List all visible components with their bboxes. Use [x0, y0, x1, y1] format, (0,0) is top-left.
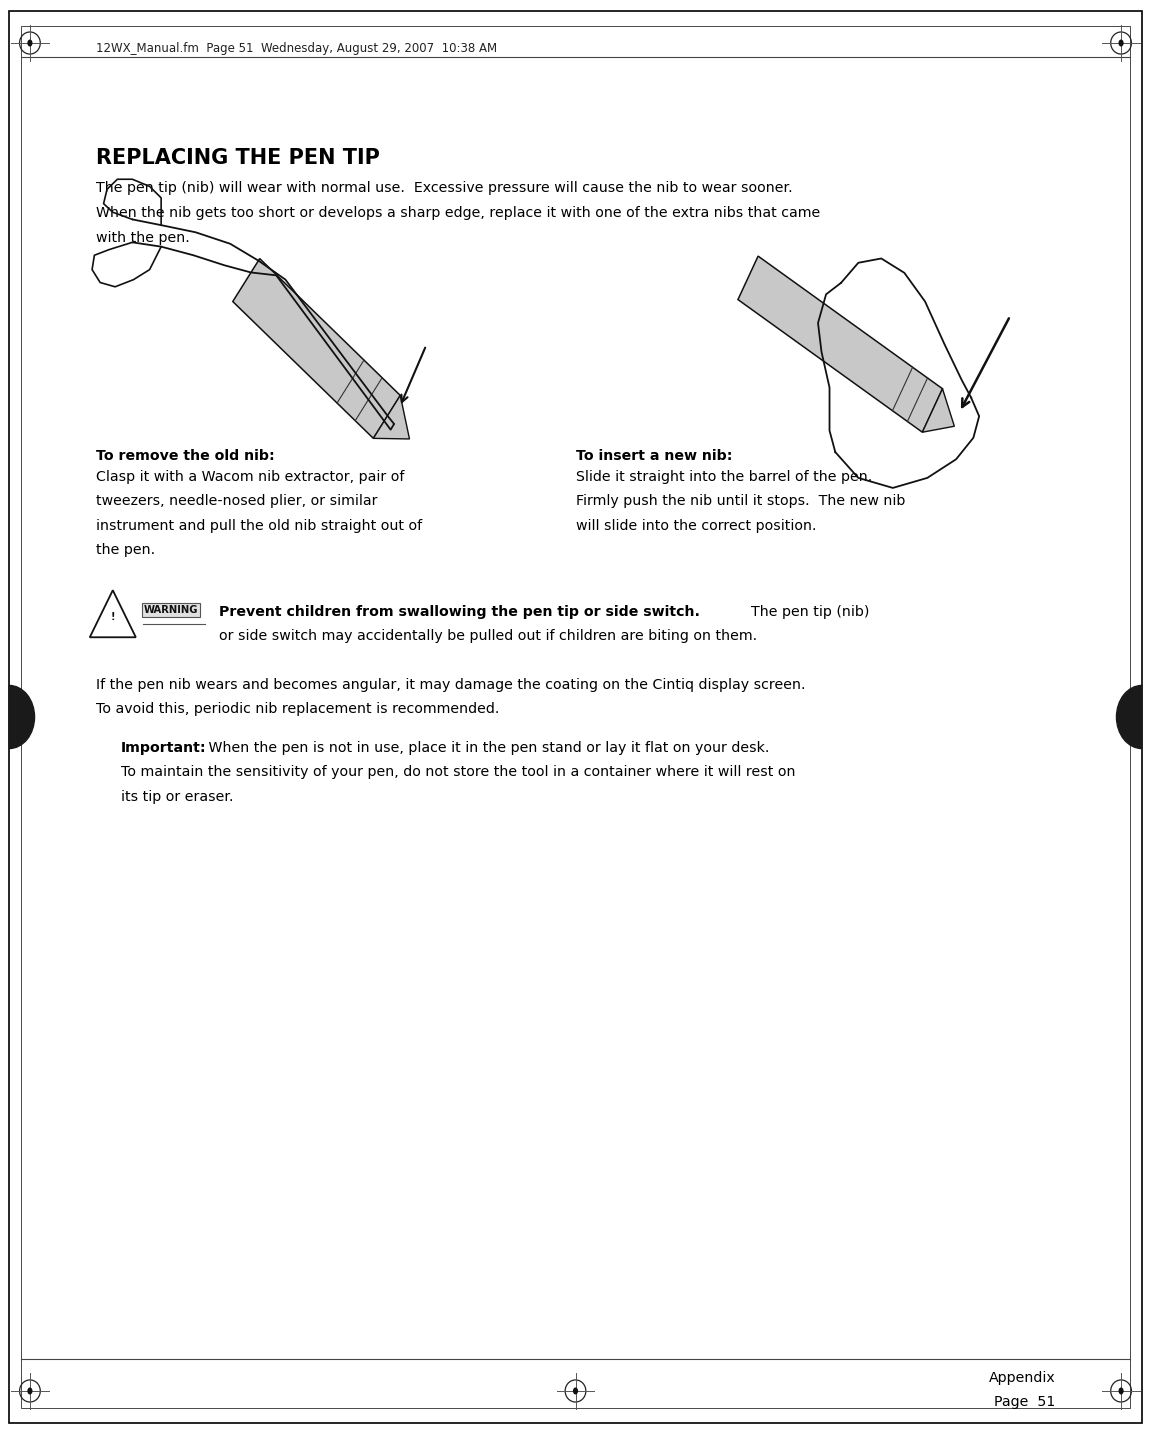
Text: !: ! — [110, 612, 115, 621]
Text: Firmly push the nib until it stops.  The new nib: Firmly push the nib until it stops. The … — [576, 495, 905, 509]
Text: with the pen.: with the pen. — [96, 231, 189, 245]
Ellipse shape — [1119, 1388, 1123, 1394]
Text: Important:: Important: — [121, 741, 206, 756]
Wedge shape — [1116, 685, 1142, 749]
Polygon shape — [90, 591, 136, 637]
Wedge shape — [9, 685, 35, 749]
Text: The pen tip (nib) will wear with normal use.  Excessive pressure will cause the : The pen tip (nib) will wear with normal … — [96, 181, 792, 195]
Ellipse shape — [28, 1388, 32, 1394]
Text: or side switch may accidentally be pulled out if children are biting on them.: or side switch may accidentally be pulle… — [219, 630, 757, 644]
Text: 12WX_Manual.fm  Page 51  Wednesday, August 29, 2007  10:38 AM: 12WX_Manual.fm Page 51 Wednesday, August… — [96, 42, 497, 54]
Text: Prevent children from swallowing the pen tip or side switch.: Prevent children from swallowing the pen… — [219, 605, 700, 619]
Text: When the pen is not in use, place it in the pen stand or lay it flat on your des: When the pen is not in use, place it in … — [204, 741, 769, 756]
Ellipse shape — [1119, 40, 1123, 46]
Text: WARNING: WARNING — [144, 605, 198, 615]
Text: To insert a new nib:: To insert a new nib: — [576, 449, 732, 463]
Text: The pen tip (nib): The pen tip (nib) — [742, 605, 870, 619]
Ellipse shape — [573, 1388, 578, 1394]
Text: If the pen nib wears and becomes angular, it may damage the coating on the Cinti: If the pen nib wears and becomes angular… — [96, 678, 805, 693]
Text: When the nib gets too short or develops a sharp edge, replace it with one of the: When the nib gets too short or develops … — [96, 206, 820, 219]
Polygon shape — [233, 258, 401, 439]
Text: Page  51: Page 51 — [994, 1395, 1055, 1410]
Ellipse shape — [28, 40, 32, 46]
Text: will slide into the correct position.: will slide into the correct position. — [576, 519, 816, 532]
Text: instrument and pull the old nib straight out of: instrument and pull the old nib straight… — [96, 519, 421, 532]
Text: the pen.: the pen. — [96, 542, 154, 556]
Text: Clasp it with a Wacom nib extractor, pair of: Clasp it with a Wacom nib extractor, pai… — [96, 470, 404, 485]
Text: tweezers, needle-nosed plier, or similar: tweezers, needle-nosed plier, or similar — [96, 495, 378, 509]
Text: Slide it straight into the barrel of the pen.: Slide it straight into the barrel of the… — [576, 470, 871, 485]
Polygon shape — [922, 389, 954, 432]
Text: To avoid this, periodic nib replacement is recommended.: To avoid this, periodic nib replacement … — [96, 703, 498, 717]
Text: To maintain the sensitivity of your pen, do not store the tool in a container wh: To maintain the sensitivity of your pen,… — [121, 766, 795, 780]
Polygon shape — [373, 396, 410, 439]
Text: REPLACING THE PEN TIP: REPLACING THE PEN TIP — [96, 148, 380, 168]
Text: its tip or eraser.: its tip or eraser. — [121, 790, 234, 803]
Text: To remove the old nib:: To remove the old nib: — [96, 449, 274, 463]
Text: Appendix: Appendix — [989, 1371, 1055, 1385]
Polygon shape — [738, 257, 943, 432]
